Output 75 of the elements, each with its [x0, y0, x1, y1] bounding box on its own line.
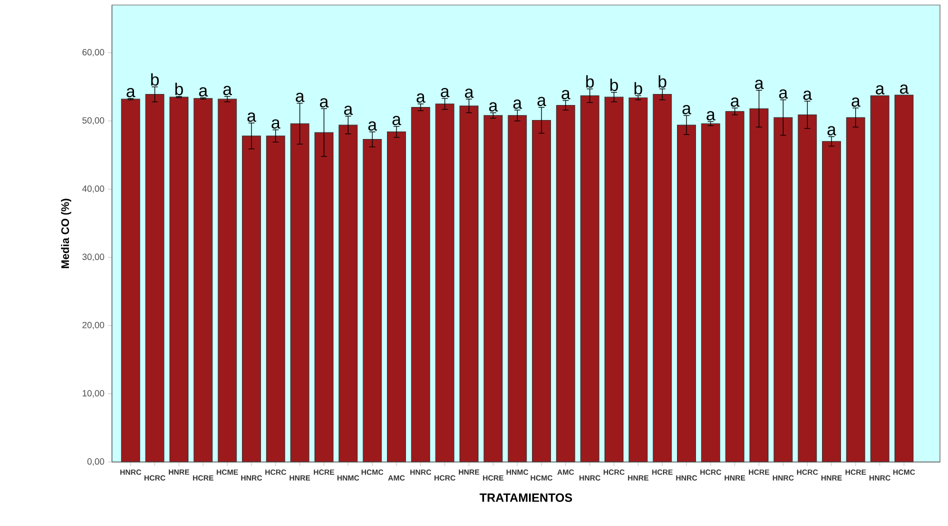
y-tick-label: 30,00 — [82, 254, 104, 262]
bar — [532, 120, 551, 462]
y-tick-label: 60,00 — [82, 49, 104, 56]
data-label: a — [828, 126, 836, 136]
bar — [580, 95, 600, 462]
data-label: b — [658, 75, 666, 88]
y-tick-label: 20,00 — [82, 322, 104, 330]
data-label: a — [779, 89, 788, 99]
bar — [435, 104, 454, 462]
bar — [774, 117, 793, 462]
data-label: a — [900, 84, 909, 94]
bar — [266, 136, 286, 462]
bar — [604, 96, 624, 462]
bar — [556, 104, 576, 462]
y-tick-label: 10,00 — [82, 390, 104, 398]
data-label: b — [634, 82, 642, 95]
bar — [169, 96, 188, 462]
bar — [121, 98, 140, 462]
data-label: a — [464, 88, 474, 98]
bar — [677, 124, 696, 462]
bar — [484, 115, 503, 462]
bar — [725, 111, 744, 462]
bar — [459, 106, 478, 462]
data-label: a — [199, 87, 208, 97]
bar — [145, 94, 164, 462]
data-label: a — [126, 88, 136, 98]
bar — [242, 136, 261, 462]
data-label: a — [562, 90, 570, 100]
data-label: a — [876, 85, 885, 95]
bar — [628, 97, 648, 462]
data-label: a — [223, 86, 232, 96]
bar — [194, 98, 213, 462]
data-label: a — [416, 93, 426, 103]
bar — [750, 108, 768, 462]
data-label: a — [852, 98, 860, 107]
bar — [218, 98, 237, 462]
bar — [870, 95, 890, 462]
data-label: a — [513, 100, 522, 109]
data-label: a — [755, 80, 764, 90]
data-label: b — [586, 75, 594, 88]
bar — [314, 132, 334, 462]
data-label: a — [320, 98, 329, 108]
bar — [846, 117, 866, 462]
data-label: a — [682, 105, 692, 114]
bar — [508, 115, 527, 462]
bar — [652, 94, 672, 462]
data-label: b — [175, 82, 183, 96]
data-label: b — [151, 73, 159, 86]
bar — [798, 114, 817, 462]
data-label: b — [610, 78, 618, 92]
data-label: a — [537, 96, 546, 106]
data-label: a — [368, 121, 378, 131]
bar — [701, 123, 720, 462]
bar — [822, 141, 841, 462]
bar — [290, 123, 310, 462]
bar — [338, 124, 358, 462]
bar — [411, 107, 430, 462]
data-label: a — [730, 98, 740, 107]
x-axis-title: TRATAMIENTOS — [480, 493, 572, 502]
data-label: a — [296, 92, 305, 102]
y-tick-label: 40,00 — [82, 185, 104, 193]
data-label: a — [440, 88, 450, 98]
data-label: a — [803, 90, 812, 100]
y-tick-label: 0,00 — [87, 458, 104, 466]
data-label: a — [247, 112, 256, 122]
data-label: a — [344, 106, 353, 115]
bar — [894, 94, 914, 462]
data-label: a — [272, 119, 280, 129]
bar — [362, 139, 382, 462]
y-axis-title: Media CO (%) — [61, 198, 72, 268]
data-label: a — [392, 116, 402, 126]
bar — [386, 132, 406, 462]
data-label: a — [706, 111, 716, 120]
data-label: a — [489, 102, 498, 112]
y-tick-label: 50,00 — [82, 117, 104, 125]
